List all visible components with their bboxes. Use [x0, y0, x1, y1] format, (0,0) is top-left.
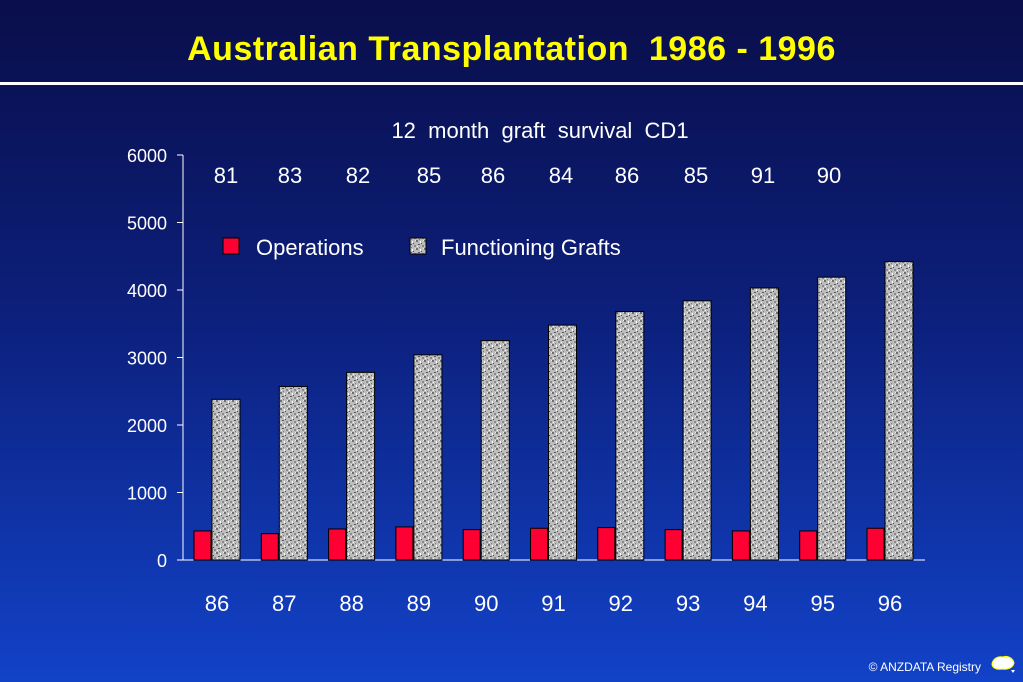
bar-functioning-grafts [211, 398, 241, 561]
bar-functioning-grafts [682, 300, 712, 561]
title-divider [0, 82, 1023, 85]
survival-annotation: 82 [346, 163, 370, 188]
y-tick-label: 2000 [127, 416, 167, 436]
survival-annotation: 90 [817, 163, 841, 188]
bar-operations [597, 527, 616, 561]
copyright-credit: © ANZDATA Registry [868, 660, 981, 674]
survival-annotation: 84 [549, 163, 573, 188]
x-category-label: 94 [743, 591, 767, 616]
y-tick-label: 6000 [127, 146, 167, 166]
bar-operations [260, 533, 279, 561]
bar-functioning-grafts [346, 371, 376, 561]
bar-operations [731, 530, 750, 561]
y-tick-label: 4000 [127, 281, 167, 301]
survival-annotation: 85 [417, 163, 441, 188]
x-category-label: 93 [676, 591, 700, 616]
y-tick-label: 5000 [127, 214, 167, 234]
legend-swatch-operations [222, 237, 240, 255]
x-category-label: 87 [272, 591, 296, 616]
x-category-label: 88 [339, 591, 363, 616]
y-tick-label: 0 [157, 551, 167, 571]
legend-label-operations: Operations [256, 235, 364, 260]
survival-annotation: 85 [684, 163, 708, 188]
x-category-label: 92 [609, 591, 633, 616]
y-tick-label: 1000 [127, 484, 167, 504]
survival-annotation: 83 [278, 163, 302, 188]
bar-operations [462, 529, 481, 561]
anzdata-logo-icon [991, 655, 1015, 673]
x-category-label: 86 [205, 591, 229, 616]
bar-operations [664, 529, 683, 561]
bar-operations [395, 526, 414, 561]
y-tick-label: 3000 [127, 349, 167, 369]
x-category-label: 95 [810, 591, 834, 616]
bar-functioning-grafts [749, 287, 779, 561]
bar-operations [328, 528, 347, 561]
x-category-label: 96 [878, 591, 902, 616]
bar-functioning-grafts [817, 276, 847, 561]
x-category-label: 90 [474, 591, 498, 616]
survival-annotation: 86 [615, 163, 639, 188]
legend-swatch-grafts [409, 237, 427, 255]
bar-operations [799, 530, 818, 561]
bar-operations [193, 530, 212, 561]
bar-functioning-grafts [480, 340, 510, 561]
bar-operations [866, 527, 885, 561]
bar-operations [530, 527, 548, 561]
x-category-label: 89 [407, 591, 431, 616]
survival-annotation: 81 [214, 163, 238, 188]
bar-functioning-grafts [413, 354, 443, 561]
chart-subtitle: 12 month graft survival CD1 [391, 118, 688, 143]
survival-annotation: 91 [751, 163, 775, 188]
bar-functioning-grafts [884, 261, 914, 561]
survival-annotation: 86 [481, 163, 505, 188]
x-category-label: 91 [541, 591, 565, 616]
bar-functioning-grafts [615, 311, 645, 561]
legend-label-grafts: Functioning Grafts [441, 235, 621, 260]
slide-title: Australian Transplantation 1986 - 1996 [187, 30, 836, 68]
bar-functioning-grafts [278, 386, 308, 561]
bar-functioning-grafts [548, 324, 577, 561]
